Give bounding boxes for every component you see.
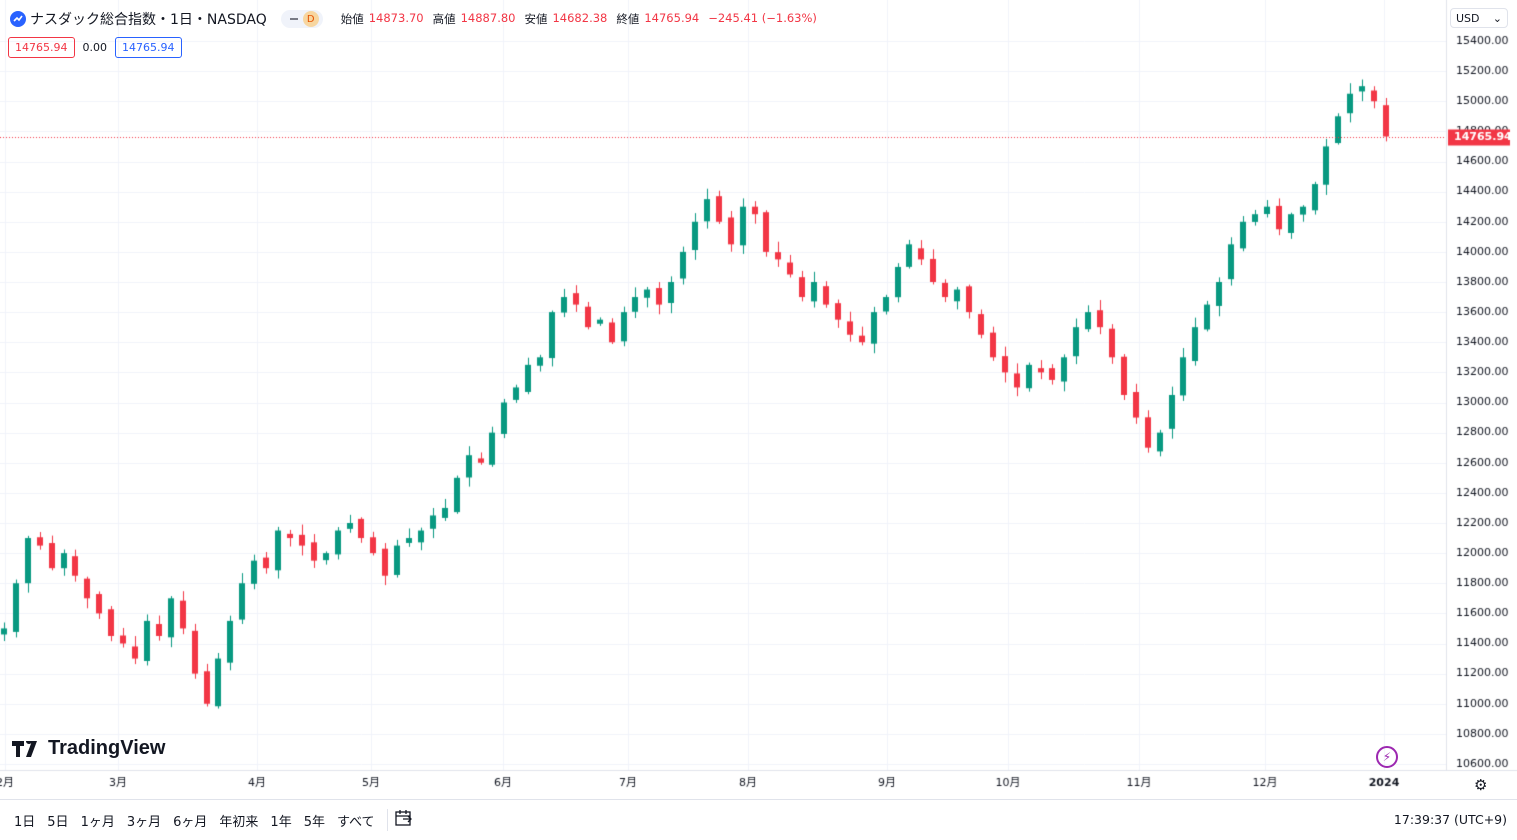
range-1y[interactable]: 1年 — [270, 814, 292, 830]
range-3m[interactable]: 3ヶ月 — [126, 814, 162, 830]
chart-header: ナスダック総合指数・1日・NASDAQ D 始値 14873.70 高値 14887… — [10, 9, 821, 29]
chevron-down-icon: ⌄ — [1492, 11, 1502, 25]
date-range-icon[interactable] — [394, 809, 414, 831]
visibility-toggle[interactable]: D — [280, 10, 323, 28]
tradingview-logo: TradingView — [12, 737, 165, 760]
sell-price-button[interactable]: 14765.94 — [8, 37, 75, 58]
lightning-icon[interactable]: ⚡ — [1376, 746, 1398, 768]
range-5y[interactable]: 5年 — [303, 814, 325, 830]
range-1d[interactable]: 1日 — [14, 814, 36, 830]
symbol-title[interactable]: ナスダック総合指数・1日・NASDAQ — [30, 12, 267, 28]
tv-icon — [12, 740, 37, 757]
spread-value: 0.00 — [82, 41, 108, 54]
range-6m[interactable]: 6ヶ月 — [173, 814, 208, 830]
currency-selector[interactable]: USD ⌄ — [1450, 8, 1508, 28]
range-all[interactable]: すべて — [336, 814, 375, 830]
price-chart[interactable] — [0, 0, 1517, 799]
range-5d[interactable]: 5日 — [47, 814, 69, 830]
range-1m[interactable]: 1ヶ月 — [80, 814, 115, 830]
minus-icon — [289, 18, 298, 20]
clock: 17:39:37 (UTC+9) — [1393, 812, 1507, 827]
gear-icon[interactable]: ⚙ — [1474, 776, 1488, 794]
symbol-logo-icon — [10, 11, 26, 27]
buy-price-button[interactable]: 14765.94 — [115, 37, 182, 58]
ohlc-values: 始値 14873.70 高値 14887.80 安値 14682.38 終値 14765… — [340, 11, 817, 26]
change-value: −245.41 (−1.63%) — [708, 11, 817, 25]
divider — [386, 809, 388, 831]
bottom-toolbar: 1日 5日 1ヶ月 3ヶ月 6ヶ月 年初来 1年 5年 すべて 17:39:37… — [0, 799, 1517, 840]
data-status-badge: D — [302, 11, 319, 27]
bid-ask-row: 14765.94 0.00 14765.94 — [8, 37, 182, 58]
range-ytd[interactable]: 年初来 — [219, 814, 259, 830]
